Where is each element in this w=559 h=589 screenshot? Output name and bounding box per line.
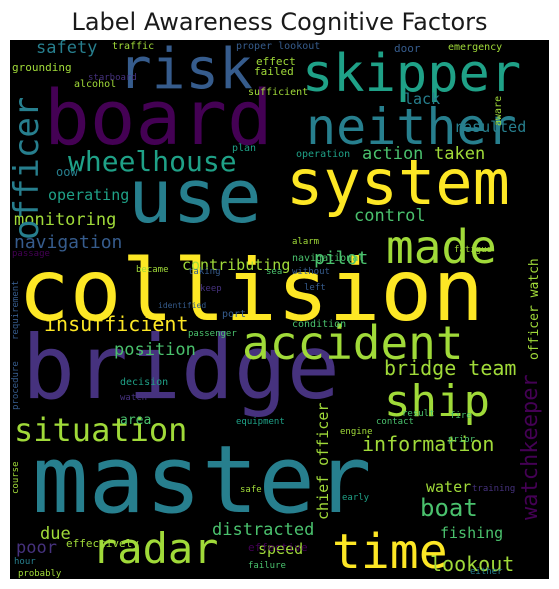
word-effective: effective [248, 541, 308, 554]
word-passage: passage [12, 249, 50, 259]
word-failure: either [470, 567, 503, 577]
word-oow: oow [56, 165, 78, 179]
word-decision: decision [120, 377, 169, 388]
word-taken: taken [434, 144, 486, 164]
word-lack: lack [404, 90, 441, 108]
word-situation: situation [14, 411, 188, 449]
word-engine: hour [14, 557, 36, 567]
word-sufficient: sufficient [248, 87, 309, 98]
word-resulted: resulted [454, 118, 527, 136]
word-officer-watch: officer watch [527, 258, 542, 360]
word-contributing: contributing [182, 256, 291, 274]
word-navigation: navigation [14, 232, 123, 253]
word-risk: risk [118, 40, 253, 102]
word-contact: watch [120, 393, 148, 403]
word-accident: accident [242, 316, 464, 370]
word-effect: engine [340, 427, 373, 437]
word-area: area [120, 413, 152, 428]
word-lookout: lookout [430, 552, 515, 576]
word-control: control [354, 206, 426, 226]
word-fishing: fishing [440, 524, 504, 542]
word-safety-management: course [11, 461, 21, 494]
word-training: early [342, 493, 370, 503]
word-emergency: emergency [448, 42, 503, 53]
word-navigational: navigational [292, 253, 365, 264]
word-probably: failure [248, 561, 286, 571]
word-traffic: traffic [112, 41, 155, 52]
word-starboard: starboard [88, 73, 137, 83]
word-hour: probably [18, 569, 62, 579]
word-requirement: requirement [11, 280, 21, 340]
word-collision: collision [18, 241, 484, 341]
word-course: result [402, 409, 435, 419]
word-grounding: grounding [12, 61, 72, 74]
word-plan: plan [232, 143, 257, 154]
word-bridge: bridge [22, 316, 340, 419]
word-bridge-team: bridge team [384, 356, 517, 380]
word-officer: officer [10, 96, 47, 240]
word-became: became [136, 265, 169, 275]
word-board: board [44, 73, 273, 162]
word-due: due [40, 524, 71, 544]
word-door: door [394, 42, 421, 55]
word-port: port [222, 309, 247, 320]
word-safety: safety [36, 40, 98, 58]
word-information: information [362, 432, 495, 456]
word-system: system [286, 146, 510, 219]
word-safe: effect [256, 55, 296, 68]
word-taking: taking [188, 267, 221, 277]
word-pilot: pilot [314, 248, 369, 269]
word-time: time [332, 524, 448, 579]
word-fatigue: fatigue [454, 245, 492, 255]
word-ship: ship [384, 376, 490, 427]
word-result: fire [450, 411, 472, 421]
word-identified: identified [158, 301, 207, 310]
word-insufficient: insufficient [44, 312, 189, 336]
word-condition: condition [292, 319, 347, 330]
word-boat: boat [420, 494, 478, 522]
word-wheelhouse: wheelhouse [68, 145, 237, 178]
word-early: safe [240, 485, 262, 495]
word-left: left [304, 283, 326, 293]
word-watchkeeper: watchkeeper [518, 374, 543, 520]
word-without: without [292, 267, 330, 277]
word-watch: equipment [236, 417, 285, 427]
word-fire: contact [376, 417, 414, 427]
word-aware: aware [493, 95, 504, 126]
word-proper-lookout: proper lookout [236, 41, 321, 52]
word-prior: training [472, 484, 516, 494]
word-failed: failed [254, 65, 294, 78]
word-position: position [114, 340, 196, 360]
word-monitoring: monitoring [14, 210, 117, 230]
word-distracted: distracted [212, 520, 315, 540]
word-use: use [128, 154, 262, 240]
word-alarm: alarm [292, 237, 320, 247]
word-action: action [362, 144, 424, 164]
word-passenger: passenger [188, 329, 237, 339]
word-keep: keep [200, 284, 222, 294]
word-chief-officer: chief officer [314, 402, 332, 520]
word-equipment: prior [448, 435, 476, 445]
word-operation: operation [296, 149, 351, 160]
chart-title: Label Awareness Cognitive Factors [71, 8, 488, 36]
word-effectively: effectively [66, 537, 139, 550]
word-neither: neither [306, 98, 517, 156]
word-speed: speed [258, 540, 304, 558]
word-cloud: collision master bridge board use system… [10, 40, 549, 579]
word-master: master [32, 426, 372, 535]
word-procedure: procedure [11, 361, 21, 410]
word-water: water [426, 478, 472, 496]
word-sea: sea [266, 267, 283, 277]
word-operating: operating [48, 186, 130, 204]
word-skipper: skipper [302, 44, 522, 104]
word-radar: radar [92, 524, 219, 573]
word-made: made [386, 220, 497, 274]
word-alcohol: alcohol [74, 79, 117, 90]
word-poor: poor [16, 538, 57, 558]
